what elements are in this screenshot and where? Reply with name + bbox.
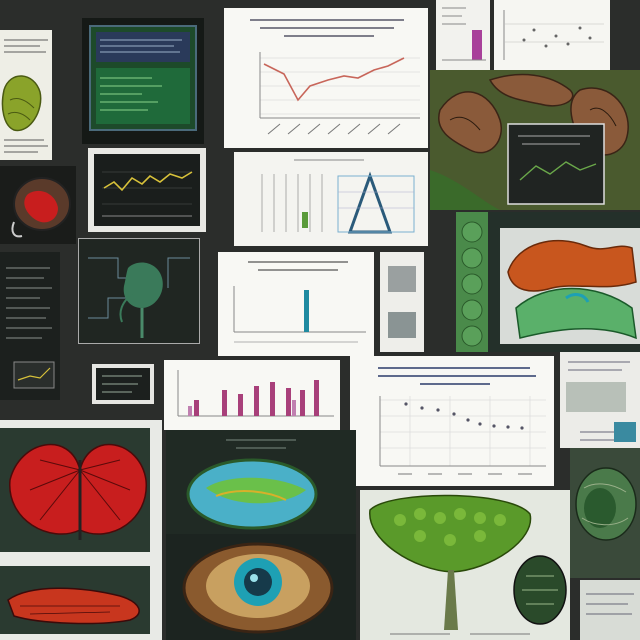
small-bar-chart-paper	[436, 0, 490, 70]
monitor-illustration	[82, 18, 204, 144]
magenta-bar-chart-paper	[164, 360, 340, 430]
green-tree-illustration	[360, 490, 570, 640]
cell-cross-section	[166, 430, 356, 640]
orange-green-specimen	[456, 212, 640, 352]
red-wing-specimen	[0, 420, 162, 640]
green-screen-monitor	[82, 18, 204, 144]
spike-bar	[304, 290, 309, 332]
red-wing-illustration	[0, 420, 162, 640]
triangle-diagram	[234, 152, 428, 246]
tree-illustration	[360, 490, 570, 640]
dark-screen-panel	[92, 364, 154, 404]
red-organ-specimen	[0, 166, 76, 244]
dark-screen	[96, 368, 150, 400]
bottom-right-lines	[580, 580, 640, 640]
orange-green-illustration	[456, 212, 640, 352]
root-illustration	[430, 70, 640, 210]
spike-bar-chart-paper	[218, 252, 374, 356]
spike-bar-chart	[218, 252, 374, 356]
root-drawing	[430, 70, 640, 210]
scatter-points	[404, 402, 524, 430]
right-document-paper	[560, 352, 640, 448]
right-document	[560, 352, 640, 448]
bar	[238, 394, 243, 416]
dark-text-page	[0, 252, 60, 400]
small-bar-chart	[436, 0, 490, 70]
red-organ-illustration	[0, 166, 76, 244]
bar	[222, 390, 227, 416]
bar	[254, 386, 259, 416]
plant-circuit-illustration	[78, 238, 200, 344]
bar	[286, 388, 291, 416]
leaf-illustration	[0, 30, 52, 160]
plant-circuit-dark	[78, 238, 200, 344]
red-series-line	[263, 57, 405, 102]
bottom-right-paper	[580, 580, 640, 640]
scatter-chart-paper	[494, 0, 610, 70]
declining-scatter-paper	[350, 356, 554, 486]
green-fruit-illustration	[570, 448, 640, 578]
photo-strip	[380, 252, 424, 352]
bar	[270, 382, 275, 416]
magenta-bar-chart	[164, 360, 340, 430]
bar	[300, 390, 305, 416]
yellow-series-line	[103, 171, 193, 192]
yellow-line-dark-chart	[88, 148, 206, 232]
yellow-line-chart	[88, 148, 206, 232]
line-chart-paper	[224, 8, 428, 148]
dark-text-lines	[0, 252, 60, 400]
line-chart	[224, 8, 428, 148]
bar	[194, 400, 199, 416]
leaf-specimen-sheet	[0, 30, 52, 160]
declining-scatter-chart	[350, 356, 554, 486]
scatter-chart	[494, 0, 610, 70]
bar	[314, 380, 319, 416]
photo-strip-paper	[380, 252, 424, 352]
green-fruit-specimen	[570, 448, 640, 578]
triangle-diagram-paper	[234, 152, 428, 246]
cell-illustration	[166, 430, 356, 640]
